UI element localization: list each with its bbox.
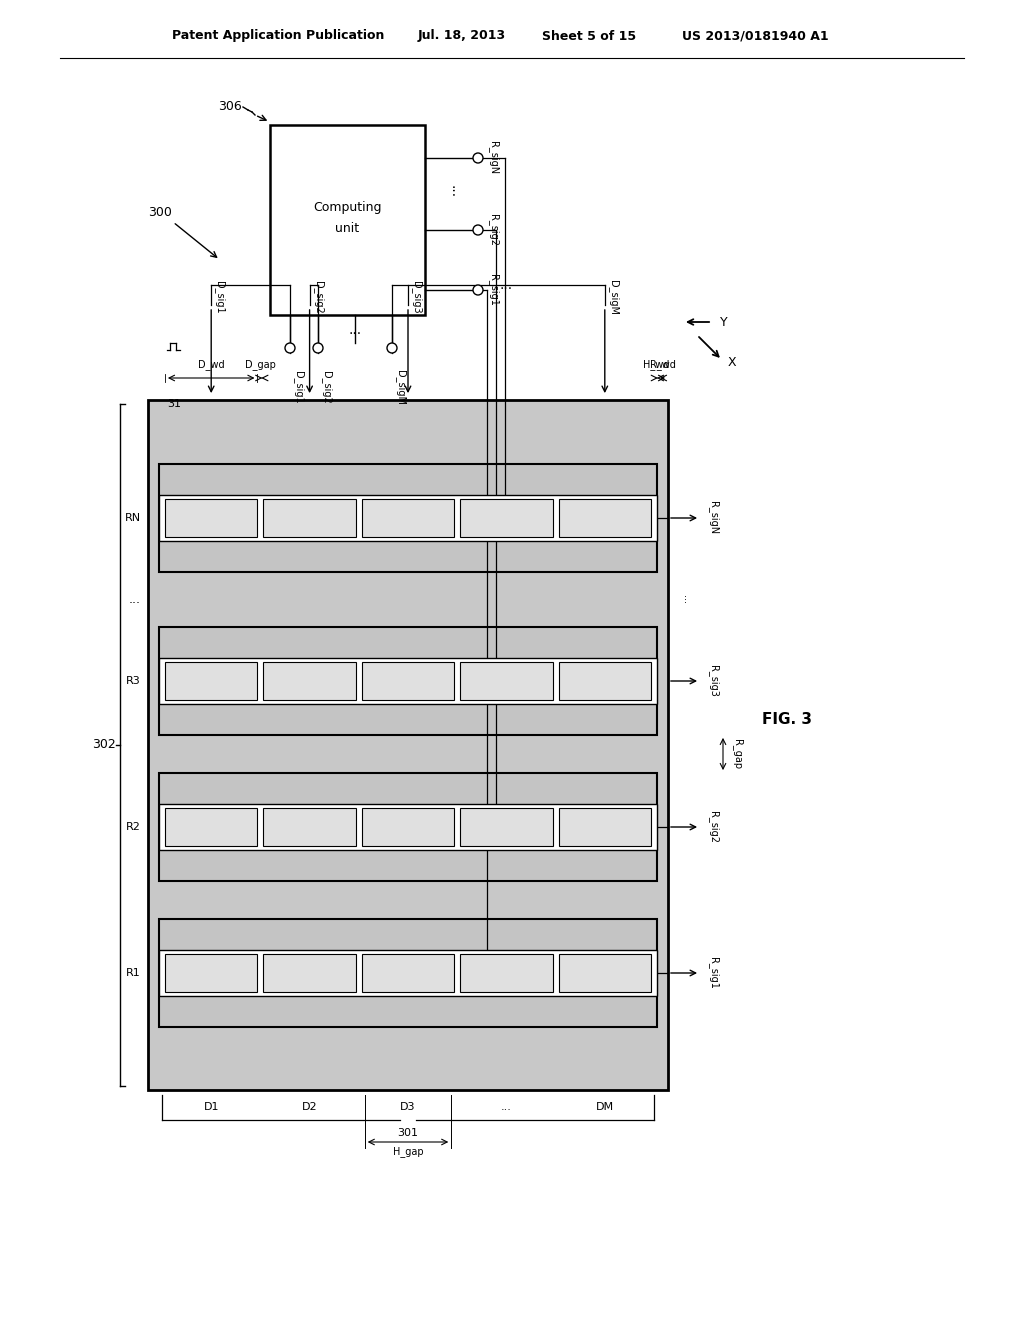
Text: US 2013/0181940 A1: US 2013/0181940 A1 [682,29,828,42]
Text: ...: ... [449,185,462,198]
Bar [159,627,657,735]
Bar [263,499,355,537]
Text: 300: 300 [148,206,172,219]
Text: R_gap: R_gap [732,739,742,770]
Bar [159,919,657,1027]
Bar [559,808,651,846]
Text: ...: ... [500,279,513,292]
Text: H_gap: H_gap [392,1147,423,1158]
Text: unit: unit [336,222,359,235]
Text: 302: 302 [92,738,116,751]
Bar [165,808,257,846]
Circle shape [473,224,483,235]
Text: R_sigN: R_sigN [488,141,499,174]
Bar [159,657,657,704]
Text: R_sig2: R_sig2 [488,214,499,246]
Text: 306: 306 [218,100,242,114]
Text: D_gap: D_gap [245,359,275,371]
Circle shape [285,343,295,352]
Text: ...: ... [348,323,361,337]
Text: D_sigM: D_sigM [395,370,406,404]
Text: D1: D1 [204,1102,219,1111]
Text: D3: D3 [400,1102,416,1111]
Text: R1: R1 [126,968,141,978]
Circle shape [473,285,483,294]
Bar [165,499,257,537]
Bar [159,774,657,880]
Text: D2: D2 [302,1102,317,1111]
Bar [460,663,553,700]
Bar [361,663,455,700]
Bar [165,954,257,993]
Text: R2: R2 [126,822,141,832]
Text: D_sigM: D_sigM [608,280,618,314]
Text: D_sig1: D_sig1 [293,371,304,404]
Text: Y: Y [720,315,728,329]
Circle shape [387,343,397,352]
Text: D_sig2: D_sig2 [321,371,332,404]
Text: D_sig2: D_sig2 [312,281,324,313]
Text: RN: RN [125,513,141,523]
Bar [559,499,651,537]
Text: D_wd: D_wd [198,359,224,371]
Bar [263,808,355,846]
Bar [165,663,257,700]
Text: R_wd: R_wd [649,359,676,371]
Bar [270,125,425,315]
Text: R_sig2: R_sig2 [708,810,719,843]
Text: Sheet 5 of 15: Sheet 5 of 15 [542,29,636,42]
Text: D_sig1: D_sig1 [214,281,225,313]
Text: R_sig1: R_sig1 [488,275,499,306]
Bar [361,954,455,993]
Circle shape [473,153,483,162]
Text: R3: R3 [126,676,141,686]
Bar [159,950,657,997]
Text: DM: DM [596,1102,613,1111]
Text: H_wd: H_wd [643,359,670,371]
Bar [559,954,651,993]
Bar [159,495,657,541]
Bar [460,808,553,846]
Circle shape [313,343,323,352]
Bar [559,663,651,700]
Text: ...: ... [681,595,691,605]
Bar [159,804,657,850]
Bar [361,808,455,846]
Text: Computing: Computing [313,202,382,214]
Bar [159,465,657,572]
Bar [148,400,668,1090]
Text: Jul. 18, 2013: Jul. 18, 2013 [418,29,506,42]
Text: R_sig1: R_sig1 [708,957,719,989]
Text: X: X [728,356,736,370]
Text: D_sig3: D_sig3 [411,281,422,313]
Text: FIG. 3: FIG. 3 [762,713,812,727]
Text: Patent Application Publication: Patent Application Publication [172,29,384,42]
Text: ...: ... [501,1102,512,1111]
Bar [361,499,455,537]
Bar [460,954,553,993]
Text: 31: 31 [167,399,181,409]
Bar [263,663,355,700]
Bar [263,954,355,993]
Text: R_sigN: R_sigN [708,502,719,535]
Text: 301: 301 [397,1129,419,1138]
Text: R_sig3: R_sig3 [708,665,719,697]
Text: ...: ... [129,593,141,606]
Bar [460,499,553,537]
